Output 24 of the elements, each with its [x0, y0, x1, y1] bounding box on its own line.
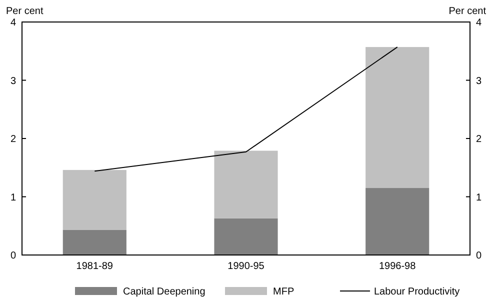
bar — [62, 170, 126, 230]
y2-axis-title: Per cent — [448, 6, 486, 17]
y2-tick-label: 0 — [476, 250, 482, 262]
y-tick-label: 1 — [10, 192, 16, 204]
y-axis-title: Per cent — [6, 6, 44, 17]
x-tick-label: 1981-89 — [76, 261, 114, 272]
y-tick-label: 4 — [10, 18, 16, 28]
y-tick-label: 3 — [10, 76, 16, 87]
bar — [214, 218, 278, 255]
legend-label: Capital Deepening — [123, 286, 206, 298]
y-tick-label: 0 — [10, 250, 16, 262]
bar — [366, 47, 430, 188]
x-tick-label: 1990-95 — [228, 261, 265, 272]
legend-label: Labour Productivity — [374, 286, 460, 298]
x-tick-label: 1996-98 — [379, 261, 416, 272]
y2-tick-label: 3 — [476, 76, 482, 87]
bar — [214, 150, 278, 218]
legend-label: MFP — [273, 286, 294, 298]
y2-tick-label: 2 — [476, 134, 482, 145]
bar — [366, 188, 430, 255]
bar — [62, 230, 126, 255]
y2-tick-label: 4 — [476, 18, 482, 28]
y2-tick-label: 1 — [476, 192, 482, 204]
y-tick-label: 2 — [10, 134, 16, 145]
